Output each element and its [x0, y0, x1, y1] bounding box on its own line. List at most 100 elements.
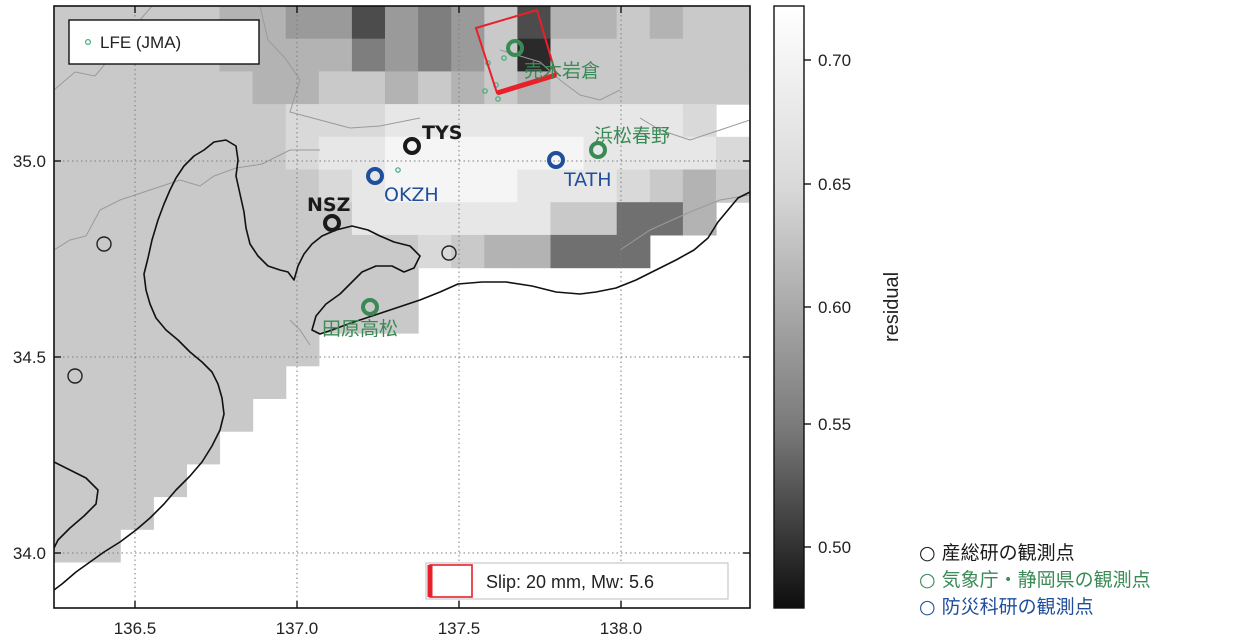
residual-cell [252, 169, 287, 203]
station-label-hamamatsu-haruno: 浜松春野 [594, 125, 670, 147]
residual-cell [716, 6, 750, 40]
residual-cell [418, 104, 452, 138]
residual-cell [252, 104, 287, 138]
residual-cell [186, 300, 221, 334]
slip-legend-label: Slip: 20 mm, Mw: 5.6 [486, 572, 654, 592]
station-marker [96, 236, 112, 252]
residual-cell [120, 267, 154, 301]
residual-cell [682, 71, 717, 105]
station-marker-tys [403, 137, 421, 155]
residual-cell [120, 365, 154, 399]
residual-cell [54, 71, 88, 105]
residual-cell [252, 71, 287, 105]
residual-cell [285, 136, 320, 171]
residual-cell [451, 169, 485, 203]
residual-cell [186, 365, 221, 399]
x-tick-label: 138.0 [600, 619, 643, 638]
legend-aist: ○ 産総研の観測点 [919, 542, 1075, 564]
map-ticks [54, 6, 750, 608]
residual-cell [186, 202, 221, 236]
residual-cell [583, 202, 618, 236]
lfe-marker [501, 55, 507, 61]
residual-cell [153, 333, 187, 367]
residual-cell [219, 365, 254, 399]
residual-cell [153, 300, 187, 334]
colorbar-tick-label: 0.55 [818, 415, 851, 434]
map-legend: LFE (JMA) [68, 19, 260, 65]
residual-cell [616, 169, 651, 203]
residual-cell [484, 202, 518, 236]
y-tick-label: 34.5 [13, 348, 46, 367]
residual-cell [351, 234, 386, 269]
residual-cell [285, 6, 320, 40]
residual-cell [451, 202, 485, 236]
colorbar-tick-label: 0.65 [818, 175, 851, 194]
y-tick-label: 35.0 [13, 152, 46, 171]
residual-cell [682, 38, 717, 72]
residual-cell [517, 104, 552, 138]
residual-cell [120, 333, 154, 367]
residual-cell [54, 300, 88, 334]
residual-cell [219, 202, 254, 236]
residual-cell [484, 6, 518, 40]
residual-cell [649, 6, 684, 40]
residual-cell [451, 234, 485, 269]
residual-cell [484, 234, 518, 269]
residual-cell [153, 234, 187, 269]
residual-cell [649, 136, 684, 171]
residual-cell [153, 431, 187, 465]
jma-stations: 浜松春野 田原高松 売木岩倉 [322, 39, 670, 340]
residual-cell [484, 169, 518, 203]
residual-cell [682, 104, 717, 138]
residual-cell [54, 333, 88, 367]
residual-cell [285, 300, 320, 334]
station-type-legend: ○ 産総研の観測点 ○ 気象庁・静岡県の観測点 ○ 防災科研の観測点 [919, 540, 1151, 621]
residual-cell [649, 71, 684, 105]
residual-cell [219, 300, 254, 334]
residual-cell [153, 267, 187, 301]
residual-cell [649, 169, 684, 203]
nied-stations: OKZH TATH [366, 151, 612, 206]
station-marker-nsz [323, 214, 341, 232]
residual-cell [318, 71, 353, 105]
residual-cell [186, 267, 221, 301]
residual-cell [517, 136, 552, 171]
residual-cell [318, 234, 353, 269]
residual-cell [54, 463, 88, 498]
lfe-legend-marker [84, 38, 91, 45]
residual-cell [583, 38, 618, 72]
residual-cell [120, 300, 154, 334]
residual-cell [153, 398, 187, 432]
residual-cell [153, 365, 187, 399]
colorbar-tick-label: 0.50 [818, 538, 851, 557]
residual-cell [649, 202, 684, 236]
residual-cell [120, 398, 154, 432]
residual-cell [318, 169, 353, 203]
residual-cell [616, 6, 651, 40]
residual-cell [219, 398, 254, 432]
map-frame [53, 5, 751, 609]
residual-cell [318, 38, 353, 72]
residual-cell [219, 234, 254, 269]
station-label-tath: TATH [563, 169, 612, 191]
station-label-okzh: OKZH [384, 184, 439, 206]
residual-cell [153, 136, 187, 171]
residual-cell [54, 496, 88, 530]
residual-cell [87, 136, 121, 171]
residual-cell [351, 38, 386, 72]
residual-cell [583, 6, 618, 40]
residual-cell [318, 6, 353, 40]
residual-cell [550, 202, 585, 236]
legend-jma: ○ 気象庁・静岡県の観測点 [919, 569, 1151, 591]
residual-cell [418, 202, 452, 236]
residual-cell [517, 169, 552, 203]
residual-cell [418, 136, 452, 171]
station-label-tys: TYS [422, 122, 462, 144]
residual-cell [418, 71, 452, 105]
residual-cell [285, 333, 320, 367]
residual-cell [252, 300, 287, 334]
residual-cell [219, 71, 254, 105]
fault-model [474, 8, 558, 96]
residual-cell [87, 267, 121, 301]
residual-cell [120, 234, 154, 269]
